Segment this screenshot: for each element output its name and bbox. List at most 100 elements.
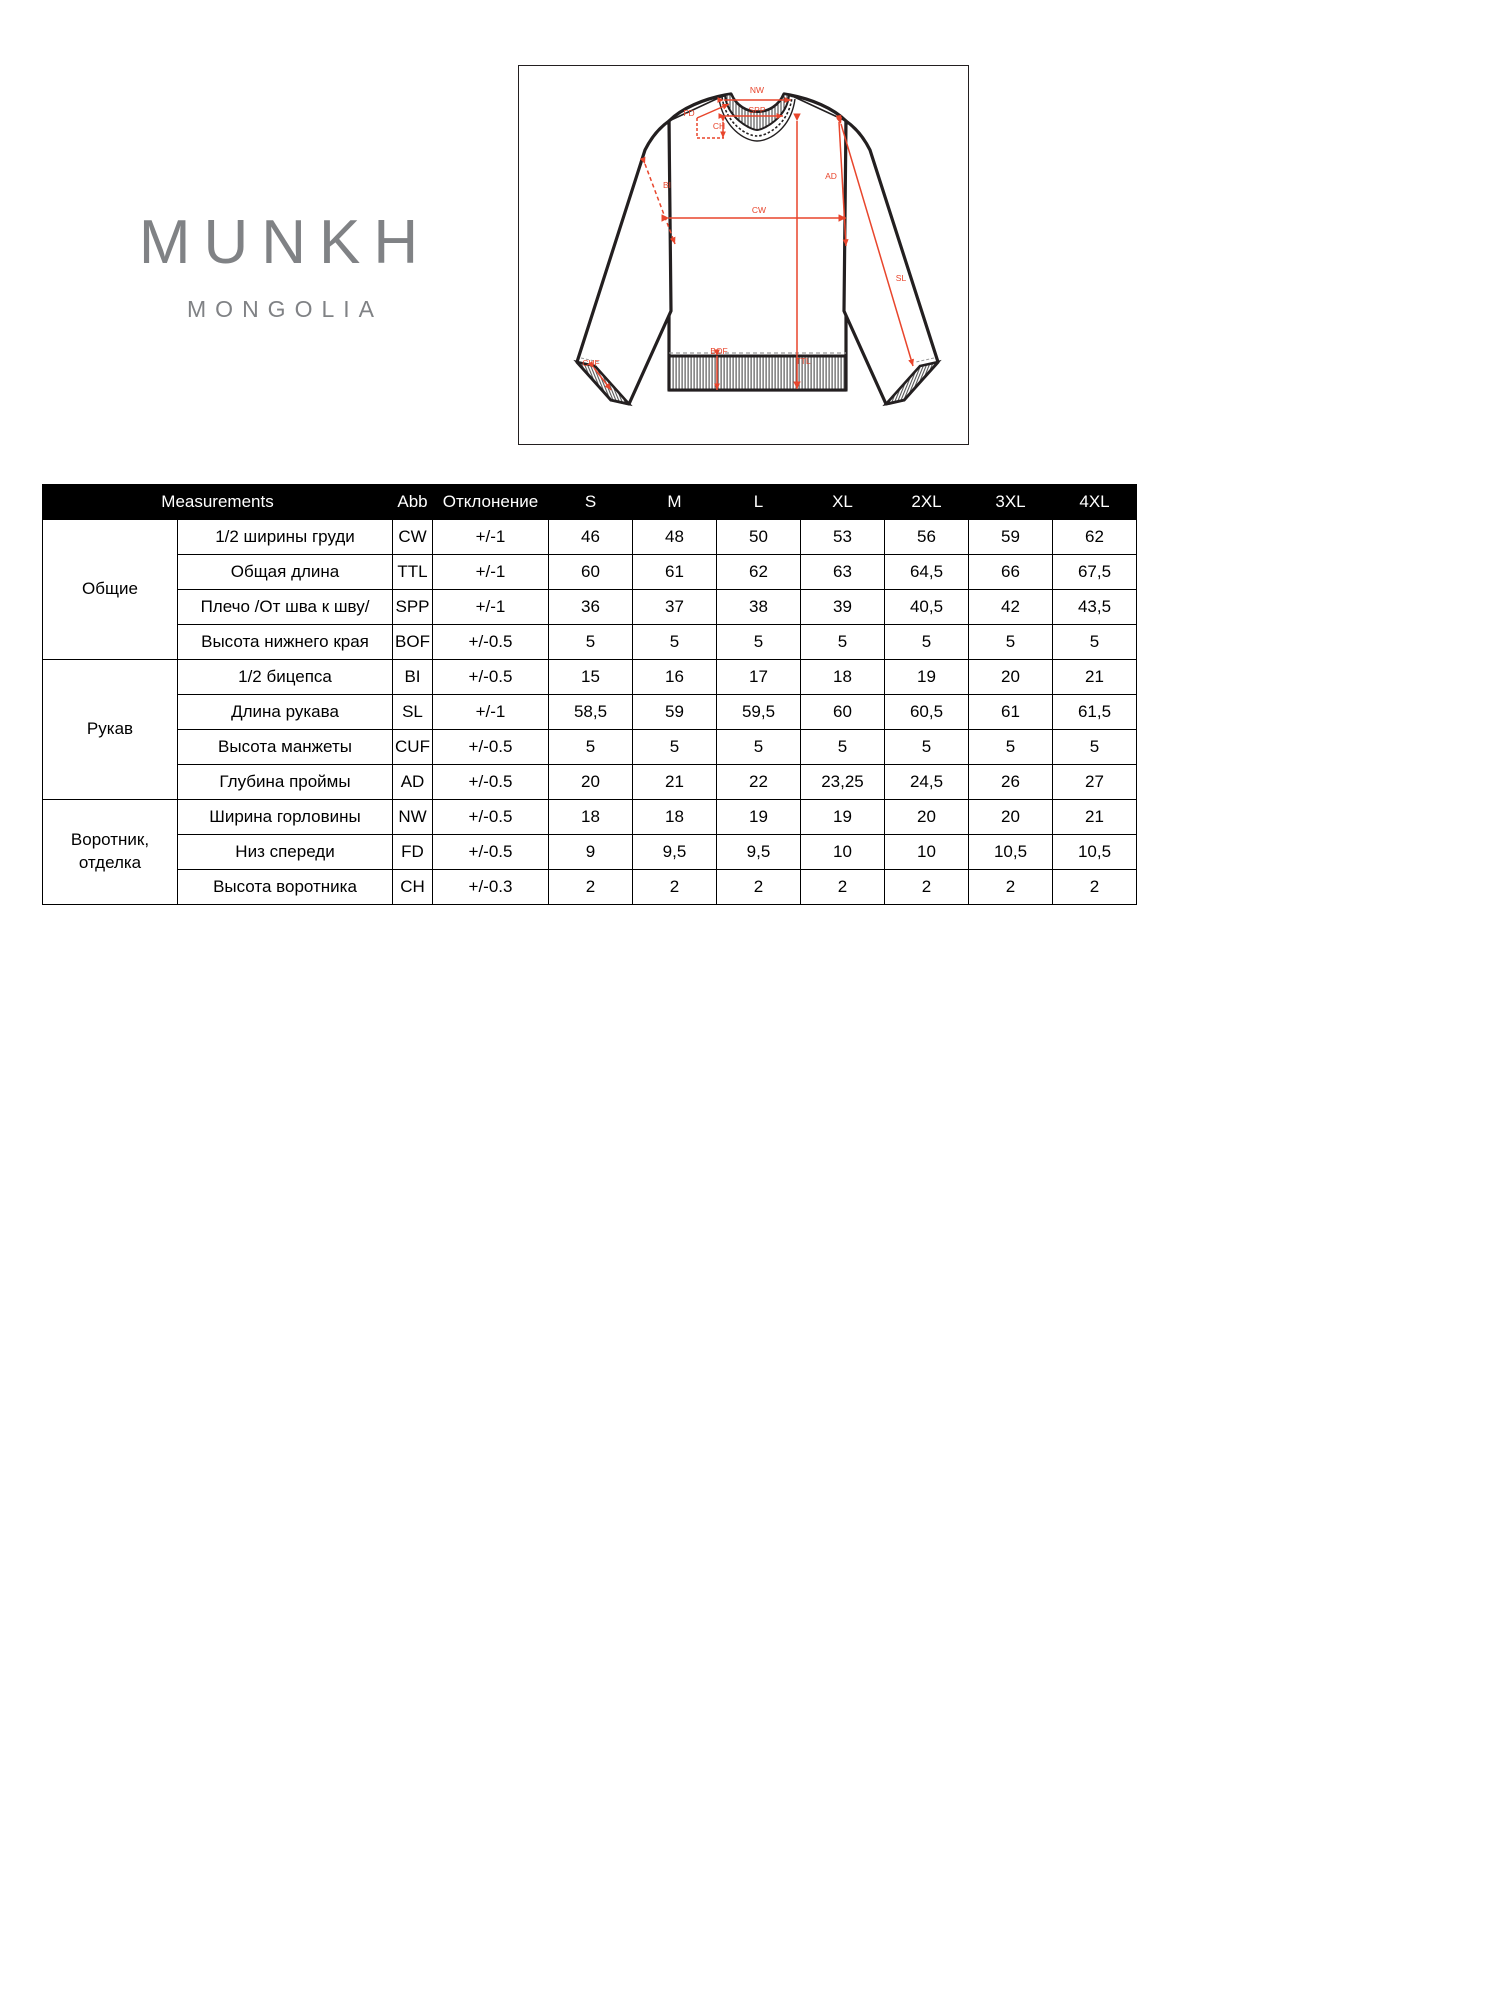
label-ad: AD bbox=[825, 171, 837, 181]
row-abb: SL bbox=[392, 694, 433, 730]
table-row: Общая длина TTL +/-1 60 61 62 63 64,5 66… bbox=[43, 554, 1137, 590]
label-sl: SL bbox=[896, 273, 907, 283]
row-label: Высота нижнего края bbox=[177, 624, 393, 660]
table-row: Рукав 1/2 бицепса BI +/-0.5 15 16 17 18 … bbox=[42, 659, 1137, 800]
cell-2xl: 24,5 bbox=[884, 764, 969, 800]
cell-l: 62 bbox=[716, 554, 801, 590]
row-label: Низ спереди bbox=[177, 834, 393, 870]
cell-4xl: 61,5 bbox=[1052, 694, 1137, 730]
cell-l: 17 bbox=[716, 659, 801, 695]
measurement-annotations bbox=[587, 97, 914, 391]
cell-m: 9,5 bbox=[632, 834, 717, 870]
label-bi: BI bbox=[663, 180, 671, 190]
cell-s: 5 bbox=[548, 624, 633, 660]
cell-s: 60 bbox=[548, 554, 633, 590]
cell-s: 15 bbox=[548, 659, 633, 695]
header-size-3xl: 3XL bbox=[968, 484, 1053, 520]
cell-2xl: 19 bbox=[884, 659, 969, 695]
table-head: Measurements Abb Отклонение S M L XL 2XL… bbox=[42, 484, 1137, 520]
row-label: Высота манжеты bbox=[177, 729, 393, 765]
cell-3xl: 26 bbox=[968, 764, 1053, 800]
label-nw: NW bbox=[750, 85, 764, 95]
size-chart-table: Measurements Abb Отклонение S M L XL 2XL… bbox=[42, 484, 1137, 905]
cell-xl: 19 bbox=[800, 799, 885, 835]
cell-l: 5 bbox=[716, 624, 801, 660]
cell-3xl: 20 bbox=[968, 799, 1053, 835]
table-row: Высота манжеты CUF +/-0.5 5 5 5 5 5 5 5 bbox=[43, 729, 1137, 765]
row-tolerance: +/-0.5 bbox=[432, 729, 549, 765]
header-size-l: L bbox=[716, 484, 801, 520]
label-ch: CH bbox=[713, 121, 725, 131]
row-abb: TTL bbox=[392, 554, 433, 590]
table-row: Глубина проймы AD +/-0.5 20 21 22 23,25 … bbox=[43, 764, 1137, 800]
brand-name: MUNKH bbox=[138, 208, 432, 277]
group-label-vorotnik: Воротник, отделка bbox=[42, 799, 178, 905]
row-tolerance: +/-0.5 bbox=[432, 624, 549, 660]
row-abb: CH bbox=[392, 869, 433, 905]
cell-xl: 5 bbox=[800, 729, 885, 765]
cell-2xl: 20 bbox=[884, 799, 969, 835]
cell-l: 50 bbox=[716, 519, 801, 555]
row-tolerance: +/-0.5 bbox=[432, 834, 549, 870]
cell-4xl: 2 bbox=[1052, 869, 1137, 905]
cell-2xl: 2 bbox=[884, 869, 969, 905]
cell-s: 46 bbox=[548, 519, 633, 555]
cell-m: 16 bbox=[632, 659, 717, 695]
cell-m: 37 bbox=[632, 589, 717, 625]
row-tolerance: +/-1 bbox=[432, 519, 549, 555]
cell-xl: 23,25 bbox=[800, 764, 885, 800]
cell-4xl: 5 bbox=[1052, 624, 1137, 660]
header-measurements: Measurements bbox=[42, 484, 393, 520]
cell-s: 18 bbox=[548, 799, 633, 835]
cell-4xl: 5 bbox=[1052, 729, 1137, 765]
cell-xl: 2 bbox=[800, 869, 885, 905]
cell-3xl: 5 bbox=[968, 624, 1053, 660]
cell-3xl: 2 bbox=[968, 869, 1053, 905]
cell-l: 19 bbox=[716, 799, 801, 835]
header-size-2xl: 2XL bbox=[884, 484, 969, 520]
header-size-m: M bbox=[632, 484, 717, 520]
row-tolerance: +/-0.5 bbox=[432, 764, 549, 800]
row-tolerance: +/-1 bbox=[432, 554, 549, 590]
row-abb: FD bbox=[392, 834, 433, 870]
header-size-s: S bbox=[548, 484, 633, 520]
cell-l: 9,5 bbox=[716, 834, 801, 870]
cell-3xl: 5 bbox=[968, 729, 1053, 765]
label-cuf: CUF bbox=[582, 358, 599, 368]
header-area: MUNKH MONGOLIA bbox=[0, 0, 1500, 470]
cell-xl: 53 bbox=[800, 519, 885, 555]
cell-s: 58,5 bbox=[548, 694, 633, 730]
cell-4xl: 27 bbox=[1052, 764, 1137, 800]
label-fd: FD bbox=[683, 108, 694, 118]
row-tolerance: +/-1 bbox=[432, 694, 549, 730]
cell-3xl: 61 bbox=[968, 694, 1053, 730]
size-chart-table-wrapper: Measurements Abb Отклонение S M L XL 2XL… bbox=[42, 484, 1137, 905]
table-body: Общие 1/2 ширины груди CW +/-1 46 48 50 … bbox=[42, 519, 1137, 905]
group-label-obshchie: Общие bbox=[42, 519, 178, 660]
cell-2xl: 5 bbox=[884, 729, 969, 765]
cell-s: 9 bbox=[548, 834, 633, 870]
row-label: Плечо /От шва к шву/ bbox=[177, 589, 393, 625]
header-abb: Abb bbox=[392, 484, 433, 520]
cell-2xl: 5 bbox=[884, 624, 969, 660]
row-label: 1/2 бицепса bbox=[177, 659, 393, 695]
cell-l: 38 bbox=[716, 589, 801, 625]
cell-4xl: 21 bbox=[1052, 799, 1137, 835]
cell-4xl: 10,5 bbox=[1052, 834, 1137, 870]
cell-s: 2 bbox=[548, 869, 633, 905]
cell-2xl: 40,5 bbox=[884, 589, 969, 625]
garment-technical-drawing: NW FD SPP CH BI CW AD SL TTL BOF CUF bbox=[518, 65, 969, 445]
table-row: Высота воротника CH +/-0.3 2 2 2 2 2 2 2 bbox=[43, 869, 1137, 905]
cell-xl: 60 bbox=[800, 694, 885, 730]
cell-m: 5 bbox=[632, 624, 717, 660]
cell-xl: 10 bbox=[800, 834, 885, 870]
row-tolerance: +/-0.3 bbox=[432, 869, 549, 905]
sweater-outline bbox=[573, 92, 942, 407]
label-bof: BOF bbox=[710, 346, 727, 356]
cell-4xl: 21 bbox=[1052, 659, 1137, 695]
row-label: Высота воротника bbox=[177, 869, 393, 905]
row-tolerance: +/-0.5 bbox=[432, 659, 549, 695]
cell-3xl: 42 bbox=[968, 589, 1053, 625]
cell-m: 18 bbox=[632, 799, 717, 835]
cell-3xl: 59 bbox=[968, 519, 1053, 555]
